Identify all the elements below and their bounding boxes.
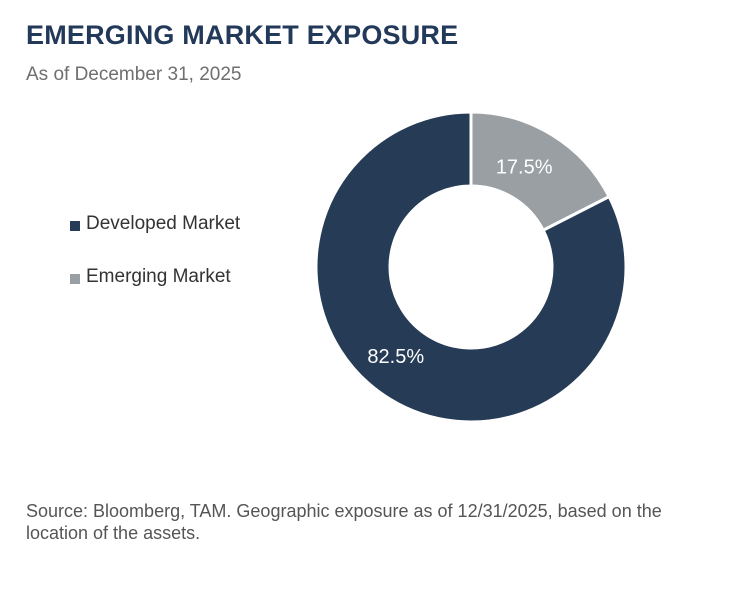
chart-legend: Developed Market Emerging Market [70, 211, 240, 317]
slice-label-developed-market: 82.5% [367, 346, 424, 368]
legend-label-emerging: Emerging Market [86, 266, 231, 287]
slice-label-emerging-market: 17.5% [496, 157, 553, 179]
chart-subtitle: As of December 31, 2025 [26, 64, 242, 85]
source-note: Source: Bloomberg, TAM. Geographic expos… [26, 501, 662, 543]
slice-developed-market [314, 110, 628, 424]
legend-item-emerging: Emerging Market [70, 264, 240, 290]
legend-item-developed: Developed Market [70, 211, 240, 237]
legend-swatch-emerging [70, 274, 80, 284]
slice-emerging-market [469, 110, 612, 233]
chart-title: EMERGING MARKET EXPOSURE [26, 20, 459, 50]
legend-swatch-developed [70, 221, 80, 231]
legend-label-developed: Developed Market [86, 213, 241, 234]
